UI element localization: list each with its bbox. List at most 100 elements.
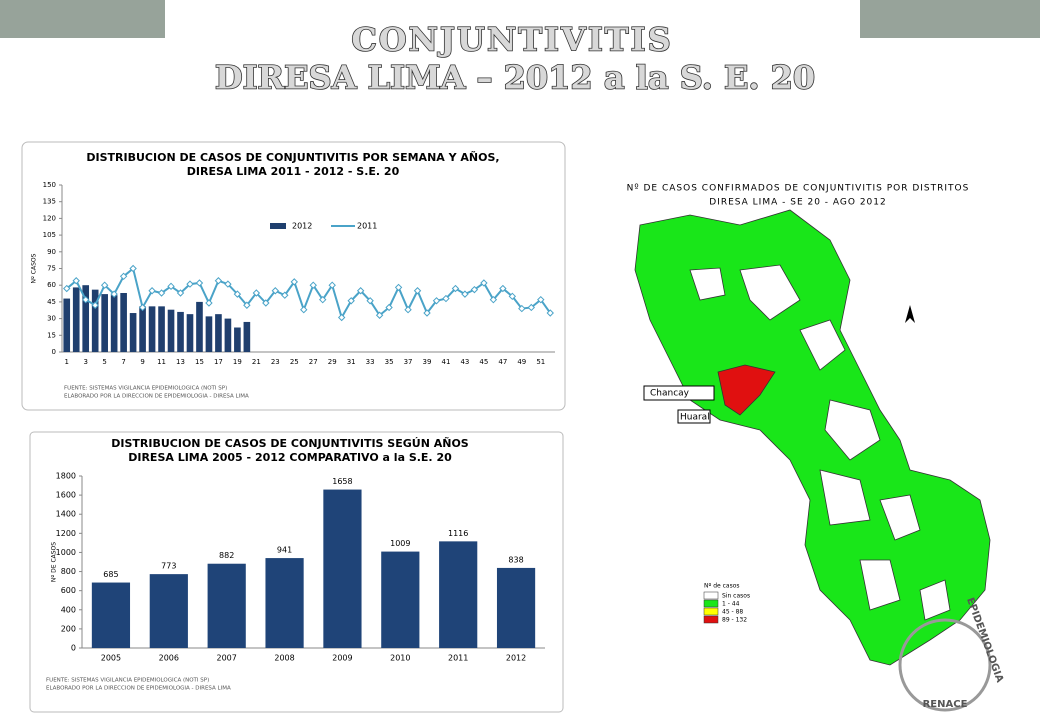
marker bbox=[129, 264, 137, 273]
line bbox=[66, 266, 552, 321]
marker bbox=[300, 305, 308, 314]
marker bbox=[470, 285, 479, 294]
value-label: 882 bbox=[219, 551, 234, 560]
legend-title: Nº de casos bbox=[704, 583, 740, 590]
y-tick-label: 1600 bbox=[56, 491, 76, 500]
marker bbox=[167, 282, 175, 291]
bar bbox=[120, 292, 127, 352]
region bbox=[634, 209, 991, 666]
marker bbox=[309, 281, 317, 289]
x-tick-label: 23 bbox=[271, 358, 280, 366]
marker bbox=[432, 297, 441, 305]
x-tick-label: 1 bbox=[65, 358, 69, 366]
legend-swatch bbox=[270, 223, 286, 229]
marker bbox=[404, 305, 412, 314]
y-tick-label: 0 bbox=[52, 348, 56, 356]
y-tick-label: 15 bbox=[47, 331, 56, 339]
marker bbox=[72, 277, 80, 285]
place-box bbox=[677, 409, 711, 424]
x-tick-label: 29 bbox=[328, 358, 337, 366]
bar bbox=[101, 294, 108, 352]
x-tick-label: 45 bbox=[479, 358, 488, 366]
region bbox=[689, 264, 951, 621]
marker bbox=[91, 301, 99, 309]
marker bbox=[262, 299, 270, 307]
x-tick-label: 5 bbox=[102, 358, 106, 366]
marker bbox=[100, 281, 109, 289]
value-label: 1116 bbox=[448, 529, 468, 538]
x-tick-label: 39 bbox=[423, 358, 432, 366]
y-tick-label: 135 bbox=[43, 198, 56, 206]
marker bbox=[319, 295, 327, 304]
bar bbox=[243, 321, 251, 352]
legend-label: 45 - 88 bbox=[722, 609, 743, 616]
marker bbox=[451, 284, 460, 293]
legend-label: 2012 bbox=[292, 222, 312, 231]
map: Chancay Huaral Nº DE CASOS CONFIRMADOS D… bbox=[627, 184, 1005, 712]
marker bbox=[252, 289, 261, 297]
y-tick-label: 150 bbox=[43, 181, 56, 189]
bar bbox=[82, 285, 90, 352]
y-tick-label: 0 bbox=[71, 644, 76, 653]
x-tick-label: 33 bbox=[366, 358, 375, 366]
source-note: FUENTE: SISTEMAS VIGILANCIA EPIDEMIOLOGI… bbox=[64, 386, 227, 392]
legend-label: 2011 bbox=[357, 222, 377, 231]
marker bbox=[290, 278, 298, 286]
marker bbox=[461, 290, 469, 298]
chart-title: DISTRIBUCION DE CASOS DE CONJUNTIVITIS S… bbox=[111, 437, 469, 450]
y-tick-label: 600 bbox=[61, 586, 76, 595]
bar bbox=[207, 563, 246, 648]
marker bbox=[366, 297, 374, 305]
bar bbox=[110, 295, 118, 352]
marker bbox=[394, 283, 403, 292]
marker bbox=[271, 287, 280, 295]
y-tick-label: 45 bbox=[47, 298, 56, 306]
legend-swatch bbox=[703, 615, 719, 624]
x-tick-label: 19 bbox=[233, 358, 242, 366]
bar bbox=[139, 306, 146, 352]
place-box bbox=[643, 385, 715, 401]
logo-text: RENACE bbox=[923, 699, 968, 710]
bar bbox=[323, 489, 362, 648]
bar bbox=[158, 306, 165, 352]
north-arrow bbox=[905, 305, 915, 323]
x-tick-label: 47 bbox=[498, 358, 507, 366]
marker bbox=[110, 290, 118, 298]
value-label: 941 bbox=[277, 546, 292, 555]
bar bbox=[215, 314, 222, 352]
x-tick-label: 37 bbox=[404, 358, 413, 366]
y-tick-label: 800 bbox=[61, 567, 76, 576]
marker bbox=[195, 279, 204, 287]
legend-swatch bbox=[703, 607, 719, 616]
region bbox=[717, 364, 776, 416]
place-label: Huaral bbox=[680, 413, 710, 423]
marker bbox=[375, 311, 384, 319]
bar bbox=[205, 316, 213, 352]
source-note: ELABORADO POR LA DIRECCION DE EPIDEMIOLO… bbox=[46, 686, 231, 692]
source-note: FUENTE: SISTEMAS VIGILANCIA EPIDEMIOLOGI… bbox=[46, 678, 209, 684]
x-tick-label: 25 bbox=[290, 358, 299, 366]
marker bbox=[480, 279, 488, 287]
x-tick-label: 43 bbox=[460, 358, 469, 366]
value-label: 685 bbox=[103, 570, 118, 579]
marker bbox=[205, 299, 213, 307]
x-tick-label: 15 bbox=[195, 358, 204, 366]
marker bbox=[157, 289, 166, 297]
slide-title: CONJUNTIVITIS DIRESA LIMA – 2012 a la S.… bbox=[214, 20, 816, 98]
y-tick-label: 1200 bbox=[56, 529, 76, 538]
x-tick-label: 2010 bbox=[390, 654, 410, 663]
marker bbox=[423, 309, 431, 317]
x-tick-label: 41 bbox=[442, 358, 451, 366]
x-tick-label: 11 bbox=[157, 358, 166, 366]
y-axis-label: Nº CASOS bbox=[31, 253, 38, 283]
value-label: 773 bbox=[161, 562, 176, 571]
x-tick-label: 17 bbox=[214, 358, 223, 366]
y-tick-label: 60 bbox=[47, 281, 56, 289]
value-label: 1658 bbox=[332, 477, 352, 486]
x-tick-label: 31 bbox=[347, 358, 356, 366]
y-tick-label: 30 bbox=[47, 315, 56, 323]
x-tick-label: 9 bbox=[140, 358, 144, 366]
y-tick-label: 90 bbox=[47, 248, 56, 256]
marker bbox=[138, 303, 147, 312]
